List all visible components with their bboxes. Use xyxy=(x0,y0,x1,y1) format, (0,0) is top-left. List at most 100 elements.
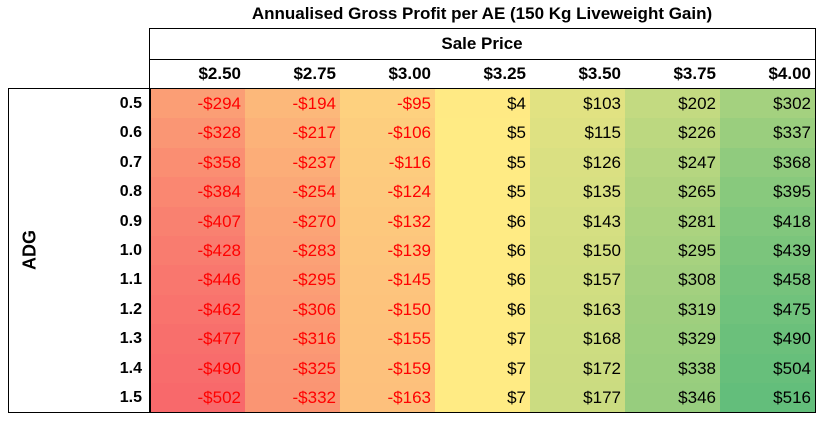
column-header-5: $3.75 xyxy=(673,64,716,83)
heatmap-cell: $295 xyxy=(625,236,720,266)
heatmap-cell: $7 xyxy=(435,383,530,413)
column-header-3: $3.25 xyxy=(483,64,526,83)
heatmap-cell: $490 xyxy=(720,324,815,355)
row-header-0: 0.5 xyxy=(119,95,142,112)
heatmap-cell: -$428 xyxy=(150,236,245,266)
heatmap-cell: $7 xyxy=(435,324,530,355)
heatmap-cell: $418 xyxy=(720,206,815,237)
heatmap-cell: -$159 xyxy=(340,353,435,384)
heatmap-cell: $319 xyxy=(625,294,720,325)
heatmap-cell: $177 xyxy=(530,383,625,413)
column-header-1: $2.75 xyxy=(293,64,336,83)
heatmap-cell: $329 xyxy=(625,324,720,355)
row-header-5: 1.0 xyxy=(119,242,142,259)
heatmap-cell: -$407 xyxy=(150,206,245,237)
heatmap-cell: -$502 xyxy=(150,383,245,413)
heatmap-cell: -$155 xyxy=(340,324,435,355)
row-header-9: 1.4 xyxy=(119,359,142,377)
column-header-4: $3.50 xyxy=(578,64,621,83)
heatmap-cell: $475 xyxy=(720,294,815,325)
heatmap-cell: $265 xyxy=(625,177,720,208)
heatmap-cell: $6 xyxy=(435,294,530,325)
heatmap-cell: -$139 xyxy=(340,236,435,266)
sale-price-header: Sale Price xyxy=(441,34,523,53)
heatmap-cell: $226 xyxy=(625,118,720,149)
heatmap-cell: -$194 xyxy=(245,89,340,119)
heatmap-cell: -$132 xyxy=(340,206,435,237)
heatmap-cell: $5 xyxy=(435,118,530,149)
adg-axis-label: ADG xyxy=(19,230,40,270)
heatmap-cell: -$462 xyxy=(150,294,245,325)
heatmap-cell: $135 xyxy=(530,177,625,208)
row-header-10: 1.5 xyxy=(119,389,142,406)
heatmap-cell: -$306 xyxy=(245,294,340,325)
heatmap-cell: $516 xyxy=(720,383,815,413)
heatmap-cell: $337 xyxy=(720,118,815,149)
heatmap-cell: $6 xyxy=(435,265,530,296)
heatmap-cell: -$295 xyxy=(245,265,340,296)
heatmap-cell: $202 xyxy=(625,89,720,119)
heatmap-cell: -$254 xyxy=(245,177,340,208)
heatmap-cell: -$237 xyxy=(245,147,340,178)
heatmap-cell: -$328 xyxy=(150,118,245,149)
heatmap-cell: $163 xyxy=(530,294,625,325)
heatmap-cell: -$325 xyxy=(245,353,340,384)
heatmap-cell: $338 xyxy=(625,353,720,384)
column-header-0: $2.50 xyxy=(198,64,241,83)
heatmap-cell: $504 xyxy=(720,353,815,384)
heatmap-cell: $5 xyxy=(435,147,530,178)
heatmap-cell: $458 xyxy=(720,265,815,296)
heatmap-cell: -$490 xyxy=(150,353,245,384)
heatmap-cell: $6 xyxy=(435,236,530,266)
heatmap-cell: -$163 xyxy=(340,383,435,413)
heatmap-cell: -$106 xyxy=(340,118,435,149)
heatmap-cell: $172 xyxy=(530,353,625,384)
heatmap-cell: $150 xyxy=(530,236,625,266)
heatmap-cell: -$446 xyxy=(150,265,245,296)
heatmap-cell: $157 xyxy=(530,265,625,296)
heatmap-cell: -$332 xyxy=(245,383,340,413)
row-header-8: 1.3 xyxy=(119,330,142,348)
heatmap-cell: -$124 xyxy=(340,177,435,208)
heatmap-cell: $115 xyxy=(530,118,625,149)
heatmap-cell: $5 xyxy=(435,177,530,208)
heatmap-cell: $4 xyxy=(435,89,530,119)
column-header-6: $4.00 xyxy=(768,64,811,83)
row-header-7: 1.2 xyxy=(119,300,142,318)
heatmap-cell: $368 xyxy=(720,147,815,178)
heatmap-cell: $6 xyxy=(435,206,530,237)
heatmap-cell: -$116 xyxy=(340,147,435,178)
row-header-3: 0.8 xyxy=(119,183,142,201)
heatmap-cell: -$95 xyxy=(340,89,435,119)
heatmap-cell: $346 xyxy=(625,383,720,413)
heatmap-cell: $281 xyxy=(625,206,720,237)
heatmap-cell: -$316 xyxy=(245,324,340,355)
heatmap-cell: -$270 xyxy=(245,206,340,237)
header-divider xyxy=(150,59,815,60)
heatmap-cell: -$217 xyxy=(245,118,340,149)
heatmap-cell: $247 xyxy=(625,147,720,178)
heatmap-cell: $168 xyxy=(530,324,625,355)
row-header-6: 1.1 xyxy=(119,271,142,289)
heatmap-cell: $308 xyxy=(625,265,720,296)
heatmap-cell: -$150 xyxy=(340,294,435,325)
row-header-2: 0.7 xyxy=(119,153,142,171)
heatmap-cell: $126 xyxy=(530,147,625,178)
heatmap-cell: -$145 xyxy=(340,265,435,296)
heatmap-cell: $143 xyxy=(530,206,625,237)
heatmap-cell: $103 xyxy=(530,89,625,119)
heatmap-cell: -$358 xyxy=(150,147,245,178)
heatmap-cell: $7 xyxy=(435,353,530,384)
heatmap-cell: -$384 xyxy=(150,177,245,208)
heatmap-cell: -$283 xyxy=(245,236,340,266)
heatmap-cell: -$477 xyxy=(150,324,245,355)
heatmap-cell: $302 xyxy=(720,89,815,119)
heatmap-cell: $439 xyxy=(720,236,815,266)
row-header-4: 0.9 xyxy=(119,212,142,230)
row-header-1: 0.6 xyxy=(119,124,142,142)
column-header-2: $3.00 xyxy=(388,64,431,83)
heatmap-cell: $395 xyxy=(720,177,815,208)
heatmap-cell: -$294 xyxy=(150,89,245,119)
chart-title: Annualised Gross Profit per AE (150 Kg L… xyxy=(251,4,713,23)
